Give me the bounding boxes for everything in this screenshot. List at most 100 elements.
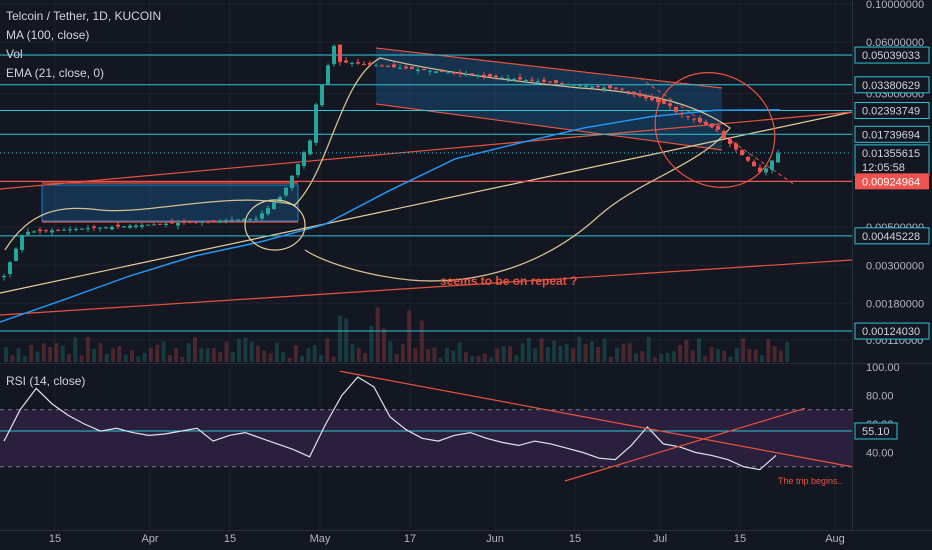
candle-body [158, 223, 162, 225]
annotation-repeat: seems to be on repeat ? [440, 274, 577, 288]
volume-bar [470, 356, 475, 362]
candle-body [740, 150, 744, 156]
candle-body [188, 220, 192, 223]
candle-body [440, 70, 444, 72]
candle-body [242, 219, 246, 222]
ma-indicator-label[interactable]: MA (100, close) [6, 28, 90, 42]
volume-bar [684, 339, 689, 362]
candle-body [770, 160, 774, 170]
volume-bar [697, 338, 701, 362]
time-axis-label: Aug [825, 533, 845, 545]
volume-bar [60, 345, 65, 362]
candle-body [38, 229, 42, 232]
symbol-title[interactable]: Telcoin / Tether, 1D, KUCOIN [6, 9, 162, 23]
last-price-label: 0.01355615 [862, 148, 920, 160]
volume-bar [772, 346, 777, 362]
level-price-label: 0.03380629 [862, 80, 920, 92]
candle-body [434, 71, 438, 73]
volume-bar [186, 343, 191, 362]
volume-bar [48, 347, 53, 362]
volume-bar [123, 354, 128, 362]
candle-body [224, 220, 228, 222]
support-price-label: 0.00924964 [862, 176, 920, 188]
volume-bar [495, 348, 500, 362]
candle-body [524, 79, 528, 81]
volume-bar [728, 356, 733, 362]
volume-bar [652, 357, 657, 362]
candle-body [128, 225, 132, 228]
volume-bar [29, 345, 34, 362]
volume-bar [249, 341, 254, 362]
volume-bar [369, 325, 374, 362]
candle-body [584, 85, 588, 88]
volume-bar [778, 350, 783, 362]
candle-body [590, 86, 594, 88]
candle-body [44, 230, 48, 232]
volume-bar [426, 349, 431, 362]
volume-bar [671, 351, 676, 362]
candle-body [254, 218, 258, 220]
candle-body [74, 228, 78, 230]
candle-body [326, 65, 330, 86]
candle-body [56, 229, 60, 231]
candle-body [704, 121, 708, 125]
ma-line [4, 57, 731, 282]
candle-body [764, 168, 768, 173]
volume-bar [205, 348, 210, 362]
volume-bar [85, 336, 90, 362]
candle-body [164, 223, 168, 225]
volume-bar [539, 338, 544, 362]
last-price-tag [854, 144, 930, 176]
volume-bar [155, 344, 160, 362]
candle-body [542, 79, 546, 82]
volume-bar [533, 347, 538, 362]
volume-bar [690, 350, 695, 362]
volume-bar [741, 338, 746, 362]
candle-body [644, 95, 648, 99]
candle-body [278, 196, 282, 202]
volume-bar [79, 355, 84, 362]
candle-body [320, 84, 324, 106]
candle-body [428, 70, 432, 72]
candle-body [482, 74, 486, 76]
candle-body [338, 44, 342, 62]
ema-indicator-label[interactable]: EMA (21, close, 0) [6, 66, 105, 80]
volume-bar [67, 354, 71, 362]
volume-bar [760, 355, 764, 362]
candle-body [686, 116, 690, 118]
level-price-tag [854, 227, 930, 245]
volume-bar [482, 353, 487, 362]
candle-body [728, 139, 732, 144]
volume-bar [218, 352, 223, 362]
dashed-trend-line [639, 77, 796, 186]
rsi-indicator-label[interactable]: RSI (14, close) [6, 374, 86, 388]
candle-body [452, 72, 456, 74]
volume-bar [199, 348, 204, 362]
volume-bar [514, 355, 519, 362]
volume-bar [243, 337, 248, 362]
volume-bar [230, 352, 235, 362]
volume-bar [552, 340, 557, 362]
volume-bar [41, 343, 46, 362]
volume-bar [583, 343, 588, 362]
candle-body [410, 66, 414, 69]
candle-body [698, 118, 702, 123]
level-price-label: 0.00124030 [862, 326, 920, 338]
candle-body [416, 69, 420, 72]
volume-bar [602, 338, 607, 362]
price-axis-label: 0.10000000 [866, 0, 924, 11]
ema-line [0, 108, 781, 323]
volume-bar [621, 343, 626, 362]
volume-bar [104, 354, 109, 362]
candle-body [206, 221, 210, 223]
candle-body [272, 202, 276, 209]
level-price-tag [854, 322, 930, 340]
volume-bar [753, 349, 758, 362]
candle-body [626, 91, 630, 93]
volume-bar [571, 348, 575, 362]
volume-bar [608, 356, 613, 362]
candle-body [92, 226, 96, 228]
volume-bar [501, 346, 506, 362]
volume-indicator-label[interactable]: Vol [6, 47, 23, 61]
